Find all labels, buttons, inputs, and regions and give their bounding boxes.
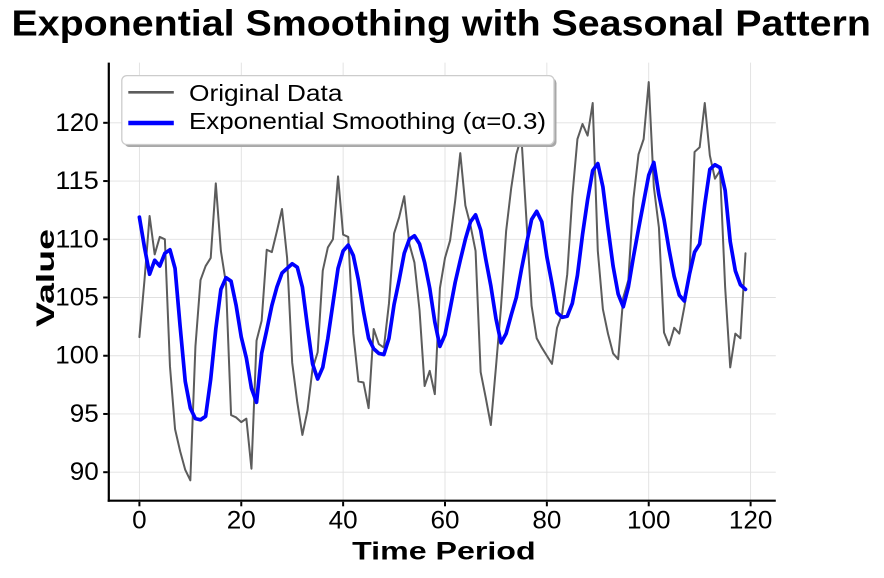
svg-text:100: 100 (55, 343, 99, 370)
svg-text:120: 120 (55, 110, 99, 137)
svg-text:20: 20 (227, 508, 256, 535)
svg-text:105: 105 (55, 285, 99, 312)
svg-text:115: 115 (55, 168, 99, 195)
svg-text:Time Period: Time Period (352, 537, 535, 565)
svg-text:100: 100 (627, 508, 671, 535)
svg-text:40: 40 (329, 508, 358, 535)
svg-text:80: 80 (532, 508, 561, 535)
svg-text:120: 120 (729, 508, 773, 535)
svg-text:60: 60 (431, 508, 460, 535)
svg-text:Exponential Smoothing (α=0.3): Exponential Smoothing (α=0.3) (189, 108, 546, 134)
svg-text:110: 110 (55, 226, 99, 253)
svg-text:Exponential Smoothing with Sea: Exponential Smoothing with Seasonal Patt… (12, 3, 871, 44)
svg-text:90: 90 (70, 459, 99, 486)
svg-text:Value: Value (32, 229, 60, 327)
svg-text:95: 95 (70, 401, 99, 428)
svg-text:0: 0 (132, 508, 147, 535)
svg-text:Original Data: Original Data (189, 80, 344, 106)
